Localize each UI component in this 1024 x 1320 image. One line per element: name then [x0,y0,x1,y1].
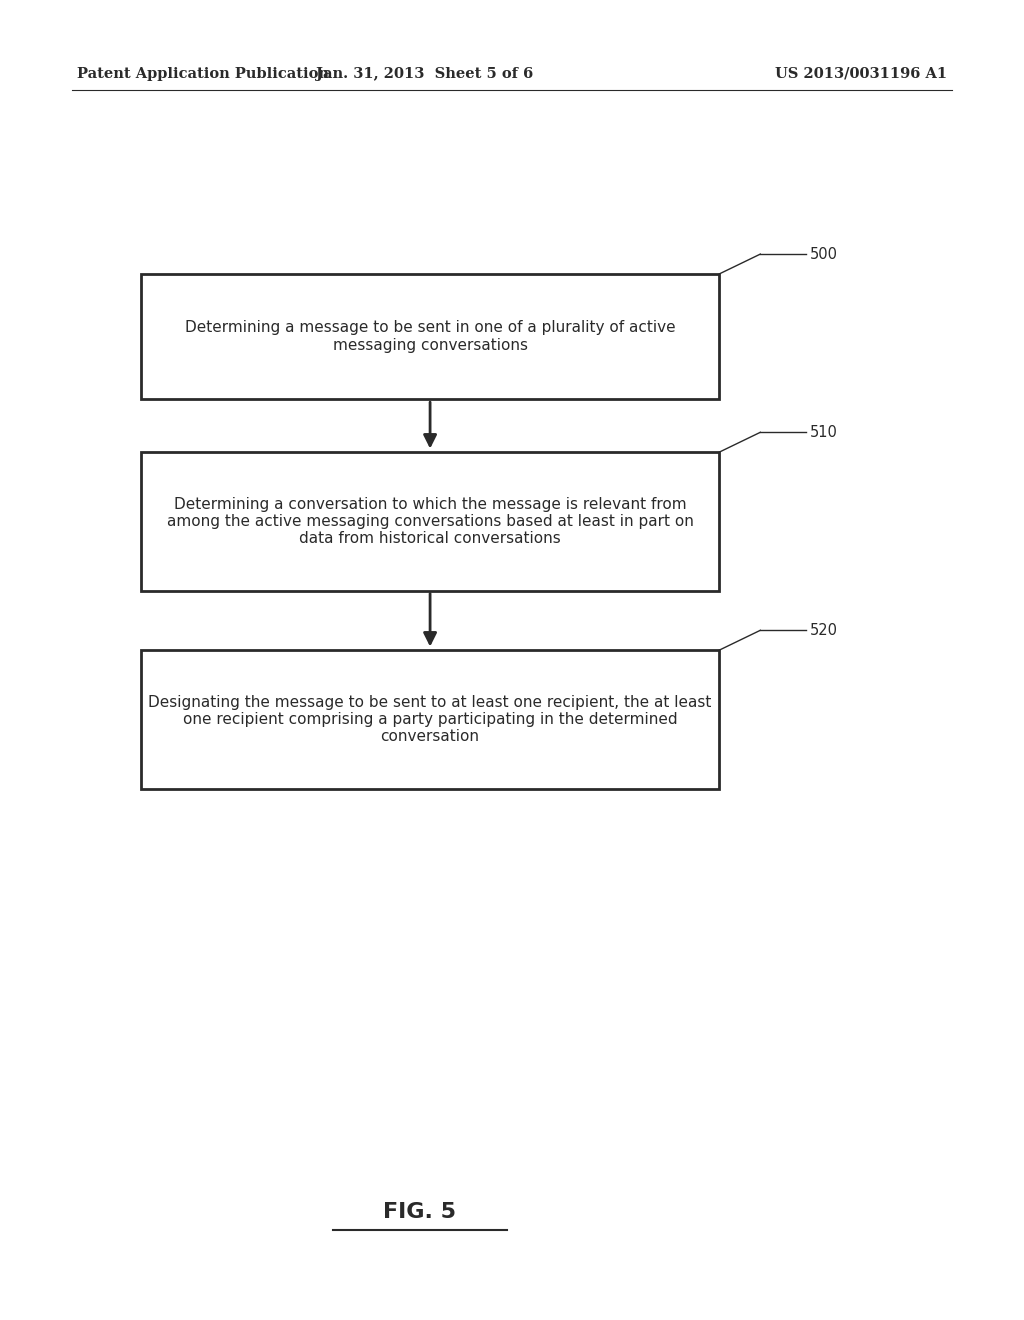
Text: Determining a conversation to which the message is relevant from
among the activ: Determining a conversation to which the … [167,496,693,546]
Text: 510: 510 [809,425,838,440]
Text: FIG. 5: FIG. 5 [383,1201,457,1222]
Text: Jan. 31, 2013  Sheet 5 of 6: Jan. 31, 2013 Sheet 5 of 6 [316,67,534,81]
Text: Patent Application Publication: Patent Application Publication [77,67,329,81]
Text: Determining a message to be sent in one of a plurality of active
messaging conve: Determining a message to be sent in one … [184,321,676,352]
Text: 520: 520 [809,623,838,638]
Text: Designating the message to be sent to at least one recipient, the at least
one r: Designating the message to be sent to at… [148,694,712,744]
Bar [141,649,719,788]
Bar [141,275,719,399]
Text: US 2013/0031196 A1: US 2013/0031196 A1 [775,67,947,81]
Bar [141,453,719,591]
Text: 500: 500 [809,247,838,261]
